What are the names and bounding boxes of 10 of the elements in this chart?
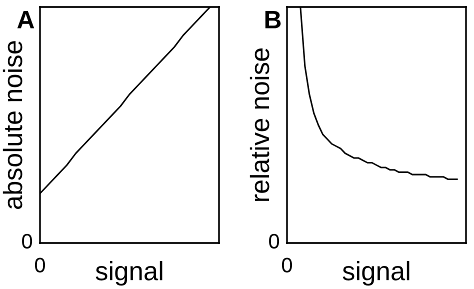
x-axis-title: signal: [96, 261, 162, 286]
y-axis-title: absolute noise: [2, 41, 22, 209]
text: 0: [22, 234, 32, 249]
text: 0: [269, 234, 280, 249]
chart-title: A: [17, 11, 34, 28]
text: 0: [282, 258, 292, 272]
chart-title: B: [265, 11, 281, 28]
x-axis-title: signal: [342, 261, 410, 286]
y-axis-title: relative noise: [250, 48, 270, 201]
text: 0: [35, 258, 45, 272]
